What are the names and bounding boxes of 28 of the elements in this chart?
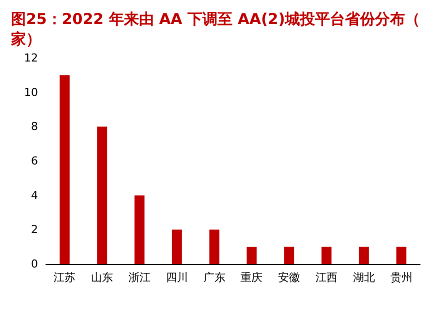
y-tick-label: 2 [31,223,38,236]
bar [60,75,70,264]
bar [209,230,220,264]
y-tick-label: 10 [24,86,38,99]
y-tick-label: 6 [31,154,38,168]
bar [396,246,406,264]
x-tick-label: 江苏 [54,271,76,284]
x-tick-label: 贵州 [390,271,412,284]
bar [134,195,144,264]
bar [322,246,332,264]
bar [97,126,108,264]
y-tick-label: 8 [31,120,38,134]
bar [172,230,182,264]
bar [284,246,294,264]
chart-title: 图25：2022 年来由 AA 下调至 AA(2)城投平台省份分布（家） [10,10,420,48]
x-tick-label: 广东 [203,271,226,284]
x-tick-label: 山东 [91,271,114,284]
bar [246,246,257,264]
x-tick-label: 湖北 [352,271,375,284]
y-tick-label: 0 [31,258,38,270]
bar [358,246,369,264]
x-tick-label: 四川 [166,271,188,284]
x-tick-label: 江西 [316,271,338,284]
x-tick-label: 安徽 [278,271,300,284]
y-tick-label: 4 [31,188,38,202]
x-tick-label: 重庆 [240,271,263,284]
x-tick-label: 浙江 [128,271,150,284]
y-tick-label: 12 [24,52,38,64]
